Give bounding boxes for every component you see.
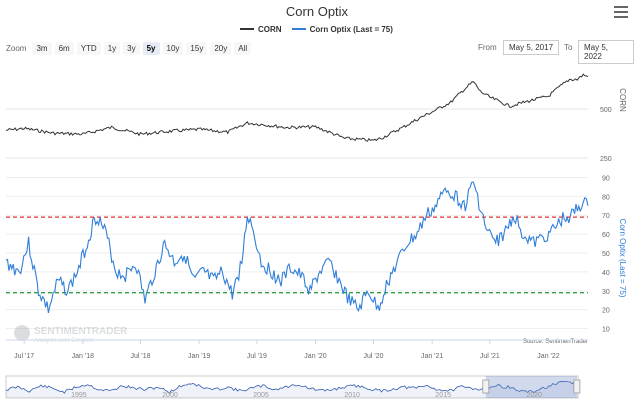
navigator-year-label: 2005	[253, 392, 269, 399]
navigator-year-label: 2015	[435, 392, 451, 399]
corn-y-axis: 250 500	[600, 107, 612, 163]
range-from-label: From	[478, 43, 497, 52]
navigator-handle-left[interactable]	[482, 379, 490, 394]
watermark-logo-icon	[14, 325, 30, 341]
zoom-controls: Zoom 3m 6m YTD 1y 3y 5y 10y 15y 20y All	[6, 41, 254, 55]
navigator-handle-right[interactable]	[573, 379, 581, 394]
legend-swatch-corn	[240, 28, 254, 30]
x-tick-label: Jan '18	[72, 353, 94, 360]
x-tick-label: Jul '18	[130, 353, 150, 360]
navigator: 1995 2000 2005 2010 2015 2020	[5, 375, 581, 399]
watermark-tagline: Analysis over Emotion	[34, 338, 93, 344]
optix-gridlines	[6, 176, 588, 330]
legend-label-optix: Corn Optix (Last = 75)	[309, 24, 393, 34]
corn-gridlines	[6, 108, 588, 159]
zoom-button-6m[interactable]: 6m	[54, 41, 74, 55]
zoom-button-20y[interactable]: 20y	[210, 41, 232, 55]
x-tick-label: Jan '20	[304, 353, 326, 360]
chart-title: Corn Optix	[285, 4, 349, 19]
range-to-input[interactable]: May 5, 2022	[578, 40, 634, 64]
optix-reference-lines	[6, 216, 588, 294]
hamburger-menu-icon[interactable]	[614, 6, 628, 18]
navigator-year-label: 2010	[344, 392, 360, 399]
legend: CORN Corn Optix (Last = 75)	[240, 22, 403, 36]
legend-label-corn: CORN	[258, 24, 282, 34]
navigator-year-label: 1995	[71, 392, 87, 399]
optix-tick-label: 30	[602, 289, 610, 296]
zoom-button-15y[interactable]: 15y	[186, 41, 208, 55]
x-tick-label: Jul '21	[480, 353, 500, 360]
corn-line	[6, 73, 589, 142]
optix-axis-title: Corn Optix (Last = 75)	[618, 219, 627, 298]
optix-tick-label: 50	[602, 251, 610, 258]
range-to-label: To	[564, 43, 573, 52]
optix-tick-label: 20	[602, 308, 610, 315]
navigator-year-label: 2020	[526, 392, 542, 399]
corn-tick-label: 250	[600, 156, 612, 163]
optix-tick-label: 80	[602, 194, 610, 201]
x-tick-label: Jan '22	[537, 353, 559, 360]
zoom-buttons: 3m 6m YTD 1y 3y 5y 10y 15y 20y All	[32, 41, 254, 55]
zoom-button-all[interactable]: All	[234, 41, 252, 55]
navigator-line	[5, 380, 577, 395]
legend-item-corn[interactable]: CORN	[240, 25, 282, 34]
x-tick-label: Jul '19	[247, 353, 267, 360]
range-from-input[interactable]: May 5, 2017	[503, 40, 560, 55]
legend-swatch-optix	[291, 28, 306, 30]
zoom-label: Zoom	[6, 43, 27, 53]
sentimentrader-watermark: SENTIMENTRADER Analysis over Emotion	[14, 325, 128, 344]
optix-tick-label: 90	[602, 175, 610, 182]
zoom-button-ytd[interactable]: YTD	[76, 41, 101, 55]
watermark-name: SENTIMENTRADER	[34, 326, 128, 337]
zoom-button-5y[interactable]: 5y	[142, 41, 160, 55]
navigator-year-label: 2000	[162, 392, 178, 399]
legend-item-optix[interactable]: Corn Optix (Last = 75)	[291, 24, 393, 34]
navigator-selection	[485, 376, 577, 398]
x-tick-label: Jul '17	[14, 353, 34, 360]
corn-axis-title: CORN	[618, 88, 627, 112]
optix-tick-label: 70	[602, 213, 610, 220]
x-tick-label: Jan '21	[421, 353, 443, 360]
source-label: Source: SentimenTrader	[523, 339, 588, 345]
navigator-area	[6, 381, 578, 398]
zoom-button-3m[interactable]: 3m	[32, 41, 52, 55]
optix-tick-label: 10	[602, 327, 610, 334]
optix-tick-label: 40	[602, 270, 610, 277]
zoom-button-1y[interactable]: 1y	[103, 41, 121, 55]
optix-tick-label: 60	[602, 232, 610, 239]
corn-series	[6, 73, 589, 142]
zoom-button-10y[interactable]: 10y	[162, 41, 184, 55]
optix-series	[5, 181, 589, 314]
optix-y-axis: 10 20 30 40 50 60 70 80 90	[602, 175, 610, 333]
optix-line	[5, 181, 589, 314]
x-axis: Jul '17 Jan '18 Jul '18 Jan '19 Jul '19 Jan '…	[6, 339, 588, 360]
x-tick-label: Jan '19	[188, 353, 210, 360]
x-tick-label: Jul '20	[363, 353, 383, 360]
zoom-button-3y[interactable]: 3y	[123, 41, 140, 55]
corn-tick-label: 500	[600, 107, 612, 114]
